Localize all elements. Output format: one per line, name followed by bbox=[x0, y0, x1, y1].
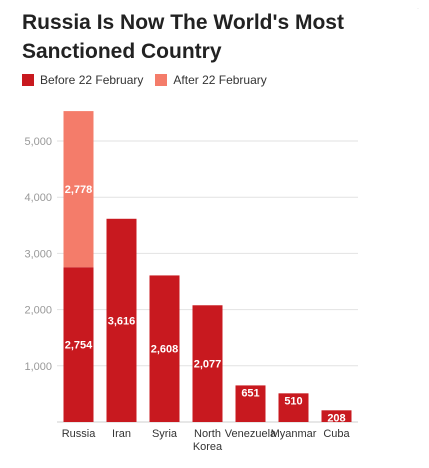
y-tick-label: 1,000 bbox=[24, 361, 52, 373]
bar-venezuela-series-0 bbox=[235, 385, 266, 422]
x-tick-label: Korea bbox=[193, 441, 223, 453]
x-tick-label: Venezuela bbox=[225, 428, 277, 440]
x-tick-label: Cuba bbox=[323, 428, 350, 440]
bar-russia-series-1 bbox=[63, 111, 94, 268]
legend-swatch-before bbox=[22, 74, 34, 86]
legend-label-after: After 22 February bbox=[173, 73, 267, 87]
legend: Before 22 February After 22 February bbox=[22, 72, 279, 88]
x-tick-label: Iran bbox=[112, 428, 131, 440]
data-label: 510 bbox=[284, 395, 302, 407]
y-tick-label: 3,000 bbox=[24, 248, 52, 260]
legend-item-after: After 22 February bbox=[155, 73, 267, 87]
data-label: 2,077 bbox=[194, 359, 222, 371]
x-tick-label: Syria bbox=[152, 428, 178, 440]
data-label: 3,616 bbox=[108, 315, 136, 327]
y-tick-label: 2,000 bbox=[24, 305, 52, 317]
chart-title-line-2: Sanctioned Country bbox=[22, 40, 222, 63]
corner-mark: · bbox=[417, 6, 419, 12]
bar-cuba-series-0 bbox=[321, 410, 352, 422]
bar-north-korea-series-0 bbox=[192, 305, 223, 422]
legend-label-before: Before 22 February bbox=[40, 73, 144, 87]
bar-myanmar-series-0 bbox=[278, 393, 309, 422]
bar-syria-series-0 bbox=[149, 275, 180, 422]
y-tick-label: 4,000 bbox=[24, 192, 52, 204]
bar-russia-series-0 bbox=[63, 267, 94, 422]
chart-title: Russia Is Now The World's Most Sanctione… bbox=[22, 8, 422, 66]
data-label: 2,608 bbox=[151, 344, 179, 356]
legend-swatch-after bbox=[155, 74, 168, 86]
x-tick-label: Myanmar bbox=[271, 428, 317, 440]
x-tick-label: North bbox=[194, 428, 221, 440]
chart-title-line-1: Russia Is Now The World's Most bbox=[22, 11, 344, 34]
data-label: 651 bbox=[241, 387, 259, 399]
y-tick-label: 5,000 bbox=[24, 136, 52, 148]
data-label: 2,754 bbox=[65, 340, 93, 352]
data-label: 208 bbox=[327, 412, 345, 424]
data-label: 2,778 bbox=[65, 184, 93, 196]
bar-iran-series-0 bbox=[106, 218, 137, 422]
x-tick-label: Russia bbox=[62, 428, 97, 440]
legend-item-before: Before 22 February bbox=[22, 73, 143, 87]
